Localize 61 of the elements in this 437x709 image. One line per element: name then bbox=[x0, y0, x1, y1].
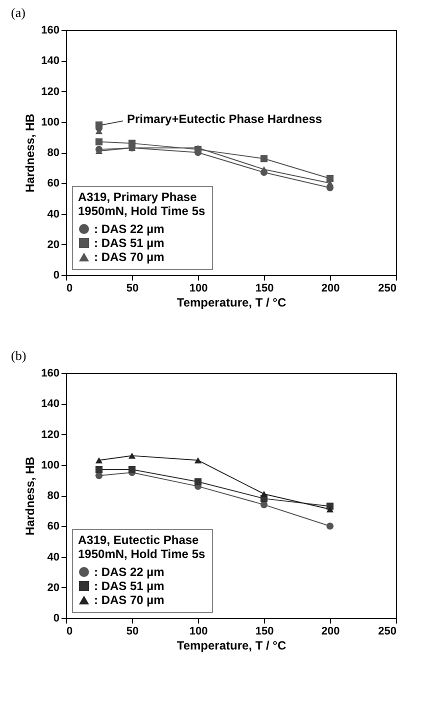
legend-label: : DAS 51 µm bbox=[94, 579, 164, 593]
legend-title: A319, Eutectic Phase 1950mN, Hold Time 5s bbox=[78, 533, 206, 561]
y-tick-label: 20 bbox=[47, 582, 60, 594]
point bbox=[95, 457, 103, 464]
point bbox=[128, 140, 136, 147]
point bbox=[260, 155, 268, 162]
x-tick-label: 100 bbox=[189, 626, 208, 638]
legend-title: A319, Primary Phase 1950mN, Hold Time 5s bbox=[78, 190, 206, 218]
chart-title: (a) bbox=[11, 5, 26, 20]
x-tick-label: 150 bbox=[255, 282, 274, 294]
y-tick-label: 160 bbox=[41, 24, 60, 36]
y-tick-label: 40 bbox=[47, 208, 60, 220]
y-tick-label: 80 bbox=[47, 147, 60, 159]
x-tick-label: 0 bbox=[66, 626, 73, 638]
y-tick-label: 140 bbox=[41, 398, 60, 410]
y-axis-title: Hardness, HB bbox=[23, 113, 38, 192]
annotation: Primary+Eutectic Phase Hardness bbox=[127, 112, 322, 126]
y-tick-label: 100 bbox=[41, 459, 60, 472]
y-tick-label: 0 bbox=[53, 270, 60, 282]
legend-label: : DAS 22 µm bbox=[94, 222, 164, 236]
point bbox=[128, 452, 136, 459]
y-tick-label: 160 bbox=[41, 368, 60, 380]
y-tick-label: 100 bbox=[41, 116, 60, 128]
y-tick-label: 60 bbox=[47, 520, 60, 533]
x-tick-label: 250 bbox=[378, 626, 396, 638]
y-tick-label: 60 bbox=[47, 178, 60, 190]
legend-label: : DAS 70 µm bbox=[94, 593, 164, 607]
y-tick-label: 20 bbox=[47, 238, 60, 251]
x-tick-label: 150 bbox=[255, 626, 274, 638]
point bbox=[326, 174, 334, 182]
point bbox=[194, 478, 202, 486]
point bbox=[326, 506, 334, 512]
y-tick-label: 40 bbox=[47, 551, 60, 564]
point bbox=[260, 501, 268, 508]
legend-label: : DAS 51 µm bbox=[94, 236, 164, 250]
point bbox=[95, 466, 103, 474]
point bbox=[95, 121, 103, 128]
y-axis-title: Hardness, HB bbox=[23, 456, 38, 536]
y-tick-label: 120 bbox=[41, 86, 60, 98]
x-axis-title: Temperature, T / °C bbox=[176, 638, 286, 652]
x-tick-label: 200 bbox=[321, 626, 340, 638]
point bbox=[95, 472, 103, 480]
legend-label: : DAS 22 µm bbox=[94, 565, 164, 579]
chart-title: (b) bbox=[11, 348, 26, 363]
point bbox=[260, 490, 268, 498]
x-tick-label: 200 bbox=[321, 282, 340, 294]
y-tick-label: 120 bbox=[41, 428, 60, 441]
point bbox=[128, 466, 136, 474]
y-tick-label: 80 bbox=[47, 490, 60, 502]
x-tick-label: 50 bbox=[126, 626, 139, 638]
x-tick-label: 250 bbox=[378, 282, 396, 294]
x-axis-title: Temperature, T / °C bbox=[176, 296, 286, 310]
point bbox=[194, 457, 202, 464]
legend-label: : DAS 70 µm bbox=[94, 250, 164, 264]
point bbox=[95, 138, 103, 146]
point bbox=[326, 522, 334, 530]
x-tick-label: 50 bbox=[126, 282, 139, 294]
y-tick-label: 0 bbox=[53, 612, 60, 624]
y-tick-label: 140 bbox=[41, 55, 60, 68]
x-tick-label: 100 bbox=[189, 282, 208, 294]
x-tick-label: 0 bbox=[66, 282, 73, 294]
